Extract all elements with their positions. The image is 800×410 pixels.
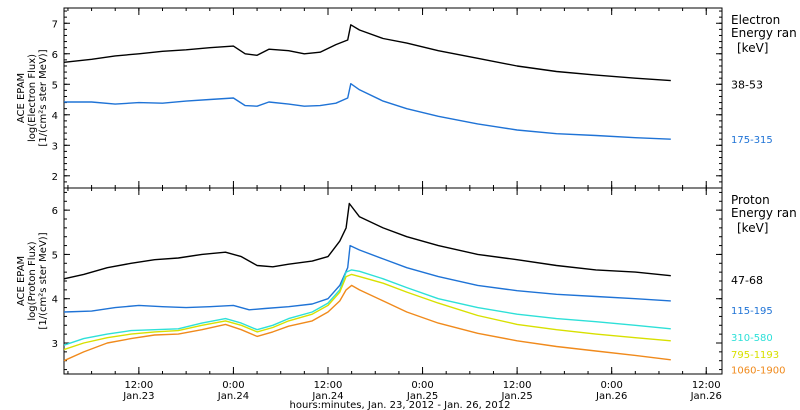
y-axis-title-line: ACE EPAM (16, 73, 27, 123)
legend-title-line: Energy ran (731, 206, 797, 220)
x-axis-label: hours:minutes, Jan. 23, 2012 - Jan. 26, … (290, 400, 511, 410)
legend-item-47-68: 47-68 (731, 274, 763, 287)
x-tick-label-date: Jan.26 (595, 391, 627, 402)
series-line-47-68 (63, 202, 671, 280)
y-tick-label: 4 (52, 295, 58, 306)
x-tick-label-date: Jan.23 (122, 391, 154, 402)
series-line-1060-1900 (63, 284, 671, 362)
legend-item-115-195: 115-195 (731, 306, 773, 317)
panel-electron: 2 3 4 5 6 7 ACE EPAM log(Electron Flux) [1/(cm²s… (16, 7, 797, 189)
y-tick-label: 3 (52, 141, 58, 152)
x-tick-label-date: Jan.25 (500, 391, 532, 402)
x-tick-label-time: 12:00 (314, 380, 343, 391)
plot-frame (63, 7, 723, 189)
legend-item-310-580: 310-580 (731, 333, 773, 344)
y-tick-label: 4 (52, 111, 58, 122)
legend-item-795-1193: 795-1193 (731, 350, 779, 361)
y-axis-title-line: ACE EPAM (16, 256, 27, 306)
legend-item-1060-1900: 1060-1900 (731, 366, 786, 377)
y-tick-label: 2 (52, 172, 58, 183)
x-tick-label-time: 0:00 (411, 380, 433, 391)
series-line-115-195 (63, 244, 671, 313)
legend-title-line: Electron (731, 13, 780, 27)
legend-title-line: Energy ran (731, 26, 797, 40)
plot-frame (63, 187, 723, 375)
series-line-310-580 (63, 269, 671, 346)
y-axis-title-line: log(Electron Flux) (27, 54, 38, 142)
x-tick-label-date: Jan.24 (311, 391, 343, 402)
y-axis-title-line: log(Proton Flux) (27, 241, 38, 320)
legend-title-line: Proton (731, 193, 770, 207)
legend-item-175-315: 175-315 (731, 135, 773, 146)
y-tick-label: 5 (52, 250, 58, 261)
x-tick-label-date: Jan.26 (690, 391, 722, 402)
x-tick-label-time: 12:00 (503, 380, 532, 391)
x-tick-label-date: Jan.25 (406, 391, 438, 402)
y-tick-label: 3 (52, 339, 58, 350)
y-tick-label: 5 (52, 80, 58, 91)
legend-unit: [keV] (737, 41, 768, 55)
y-tick-label: 6 (52, 206, 58, 217)
x-tick-label-date: Jan.24 (217, 391, 249, 402)
y-axis-title-line: [1/(cm²s ster MeV)] (38, 232, 49, 329)
x-tick-label-time: 0:00 (600, 380, 622, 391)
y-tick-label: 6 (52, 50, 58, 61)
series-line-795-1193 (63, 273, 671, 351)
x-tick-label-time: 12:00 (692, 380, 721, 391)
legend-item-38-53: 38-53 (731, 78, 763, 91)
y-axis-title-line: [1/(cm²s ster MeV)] (38, 49, 49, 146)
x-tick-label-time: 0:00 (222, 380, 244, 391)
y-tick-label: 7 (52, 19, 58, 30)
series-line-175-315 (64, 83, 671, 140)
panel-proton: 3 4 5 6 ACE EPAM log(Proton Flux) [1/(cm²s ste… (16, 187, 797, 377)
x-tick-label-time: 12:00 (124, 380, 153, 391)
legend-unit: [keV] (737, 221, 768, 235)
series-line-38-53 (63, 24, 671, 82)
